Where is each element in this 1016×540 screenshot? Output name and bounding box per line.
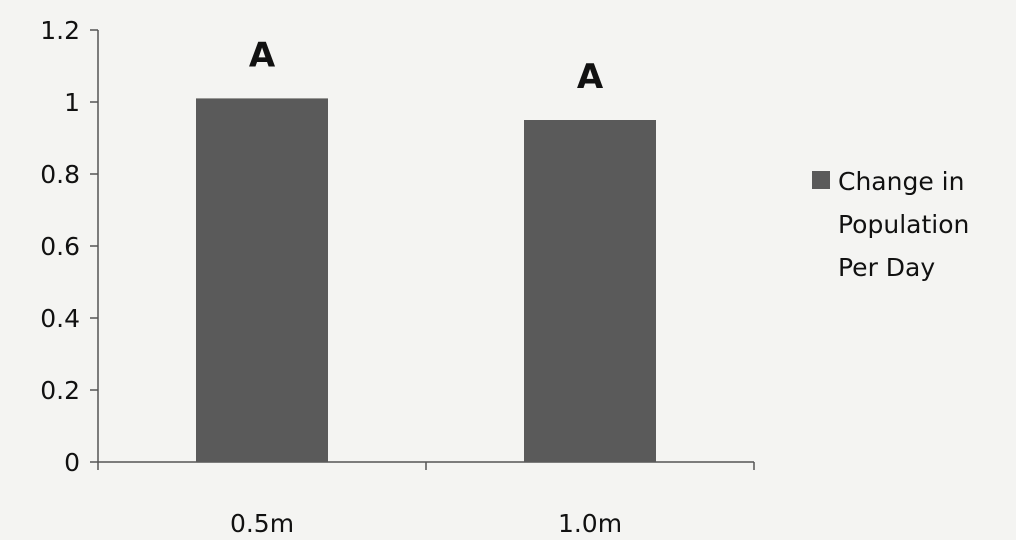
y-tick-label: 1 xyxy=(64,88,80,117)
bars xyxy=(196,98,656,463)
legend-swatch xyxy=(812,171,830,189)
legend: Change in Population Per Day xyxy=(812,167,969,282)
y-tick-label: 0 xyxy=(64,448,80,477)
x-category-label: 1.0m xyxy=(558,509,622,536)
y-tick-label: 0.8 xyxy=(40,160,80,189)
bar-0.5m xyxy=(196,98,328,463)
bar-1.0m xyxy=(524,120,656,462)
y-tick-label: 0.4 xyxy=(40,304,80,333)
legend-label: Population xyxy=(838,210,969,239)
y-tick-label: 1.2 xyxy=(40,16,80,45)
x-category-label: 0.5m xyxy=(230,509,294,536)
labels: 0.5m A 1.0m A xyxy=(230,35,622,538)
significance-letter: A xyxy=(577,57,604,97)
y-tick-label: 0.2 xyxy=(40,376,80,405)
axes: 0 0.2 0.4 0.6 0.8 1 1.2 xyxy=(40,16,755,477)
y-tick-label: 0.6 xyxy=(40,232,80,261)
legend-label: Change in xyxy=(838,167,964,196)
significance-letter: A xyxy=(249,35,276,75)
legend-label: Per Day xyxy=(838,253,935,282)
